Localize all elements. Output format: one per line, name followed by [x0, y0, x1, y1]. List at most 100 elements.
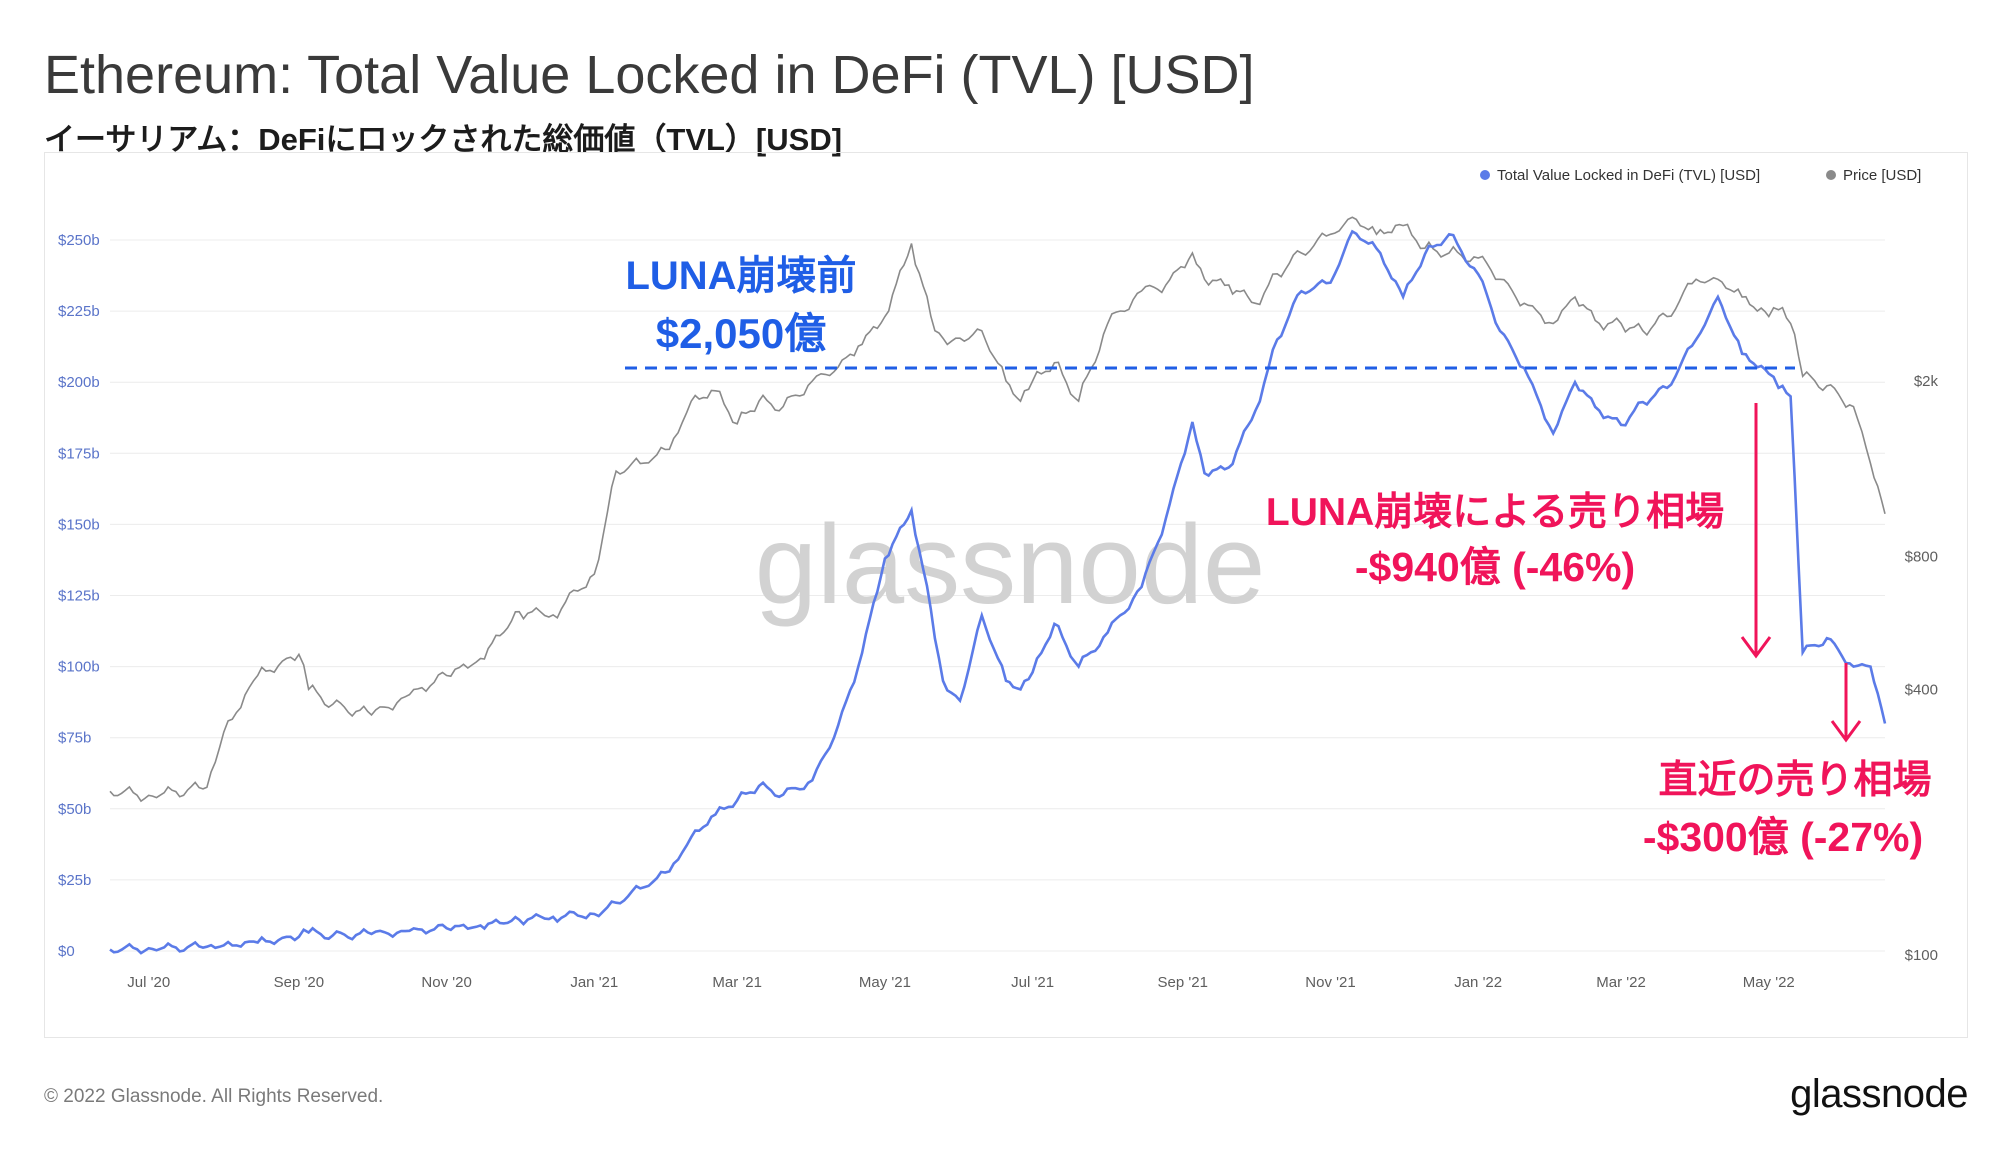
tvl-point: [256, 941, 259, 944]
tvl-point: [1641, 401, 1644, 404]
tvl-point: [1552, 432, 1555, 435]
price-point: [1574, 296, 1577, 299]
price-point: [1077, 400, 1080, 403]
tvl-point: [1106, 631, 1109, 634]
legend-price-label[interactable]: Price [USD]: [1843, 167, 1921, 184]
tvl-point: [714, 813, 717, 816]
tvl-point: [205, 945, 208, 948]
price-point: [404, 695, 407, 698]
tvl-point: [593, 913, 596, 916]
tvl-point: [1053, 622, 1056, 625]
price-point: [1402, 224, 1405, 227]
tvl-point: [1004, 679, 1007, 682]
price-point: [690, 400, 693, 403]
price-point: [1666, 315, 1669, 318]
price-point: [147, 794, 150, 797]
tvl-point: [297, 935, 300, 938]
price-point: [1140, 289, 1143, 292]
tvl-point: [1801, 651, 1804, 654]
price-point: [1695, 278, 1698, 281]
x-tick-label: Jan '22: [1454, 974, 1502, 991]
price-point: [1477, 257, 1480, 260]
price-point: [942, 337, 945, 340]
tvl-point: [1329, 281, 1332, 284]
price-point: [1869, 462, 1872, 465]
price-point: [1552, 322, 1555, 325]
price-point: [1498, 278, 1501, 281]
y-left-tick-label: $200b: [58, 374, 100, 391]
price-point: [1423, 247, 1426, 250]
y-left-tick-label: $0: [58, 943, 75, 960]
x-tick-label: Jul '21: [1011, 974, 1054, 991]
glassnode-logo[interactable]: glassnode: [1790, 1072, 1968, 1116]
price-point: [1523, 302, 1526, 305]
tvl-point: [1777, 386, 1780, 389]
luna-pre-label: LUNA崩壊前: [625, 254, 856, 298]
price-point: [297, 653, 300, 656]
tvl-point: [1869, 665, 1872, 668]
tvl-point: [1884, 722, 1887, 725]
sell2-label: 直近の売り相場: [1658, 759, 1931, 802]
page-subtitle: イーサリアム：DeFiにロックされた総価値（TVL）[USD]: [44, 122, 843, 157]
y-right-tick-label: $2k: [1914, 373, 1939, 390]
tvl-point: [1191, 421, 1194, 424]
x-tick-label: Mar '22: [1596, 974, 1646, 991]
tvl-point: [445, 927, 448, 930]
price-point: [1801, 375, 1804, 378]
price-point: [1641, 329, 1644, 332]
legend-tvl-swatch: [1480, 170, 1490, 180]
legend-tvl-label[interactable]: Total Value Locked in DeFi (TVL) [USD]: [1497, 167, 1760, 184]
y-left-tick-label: $225b: [58, 303, 100, 320]
price-point: [1375, 233, 1378, 236]
price-point: [307, 688, 310, 691]
price-point: [714, 389, 717, 392]
tvl-point: [1574, 381, 1577, 384]
tvl-point: [1031, 671, 1034, 674]
price-point: [639, 462, 642, 465]
tvl-point: [1741, 352, 1744, 355]
tvl-point: [833, 736, 836, 739]
y-left-tick-label: $250b: [58, 232, 100, 249]
y-right-tick-label: $800: [1905, 549, 1938, 566]
tvl-point: [1620, 423, 1623, 426]
gridlines: [110, 239, 1885, 952]
price-point: [883, 315, 886, 318]
tvl-point: [1254, 409, 1257, 412]
x-tick-label: May '22: [1743, 974, 1795, 991]
price-series-line: [109, 216, 1886, 803]
sell1-value: -$940億 (-46%): [1355, 544, 1635, 590]
tvl-point: [883, 557, 886, 560]
price-point: [929, 315, 932, 318]
tvl-point: [1423, 253, 1426, 256]
tvl-point: [307, 931, 310, 934]
tvl-point: [1695, 338, 1698, 341]
price-point: [552, 613, 555, 616]
tvl-point: [736, 799, 739, 802]
price-point: [370, 713, 373, 716]
tvl-point: [1019, 688, 1022, 691]
price-point: [222, 731, 225, 734]
tvl-point: [690, 836, 693, 839]
price-point: [1276, 272, 1279, 275]
tvl-point: [1164, 517, 1167, 520]
tvl-point: [929, 608, 932, 611]
price-point: [958, 337, 961, 340]
x-tick-label: Jan '21: [570, 974, 618, 991]
sell2-arrow: [1830, 663, 1862, 743]
sell2-value: -$300億 (-27%): [1643, 814, 1923, 860]
y-right-tick-label: $400: [1905, 681, 1938, 698]
price-point: [615, 470, 618, 473]
price-point: [593, 573, 596, 576]
x-tick-label: Sep '20: [274, 974, 324, 991]
price-point: [668, 448, 671, 451]
price-point: [445, 674, 448, 677]
tvl-series-line: [109, 229, 1887, 955]
price-point: [1191, 252, 1194, 255]
y-left-tick-label: $150b: [58, 516, 100, 533]
price-point: [811, 380, 814, 383]
price-point: [1227, 284, 1230, 287]
price-point: [833, 370, 836, 373]
price-point: [857, 345, 860, 348]
tvl-chart: glassnode $0$25b$50b$75b$100b$125b$150b$…: [58, 167, 1939, 991]
price-point: [1329, 233, 1332, 236]
